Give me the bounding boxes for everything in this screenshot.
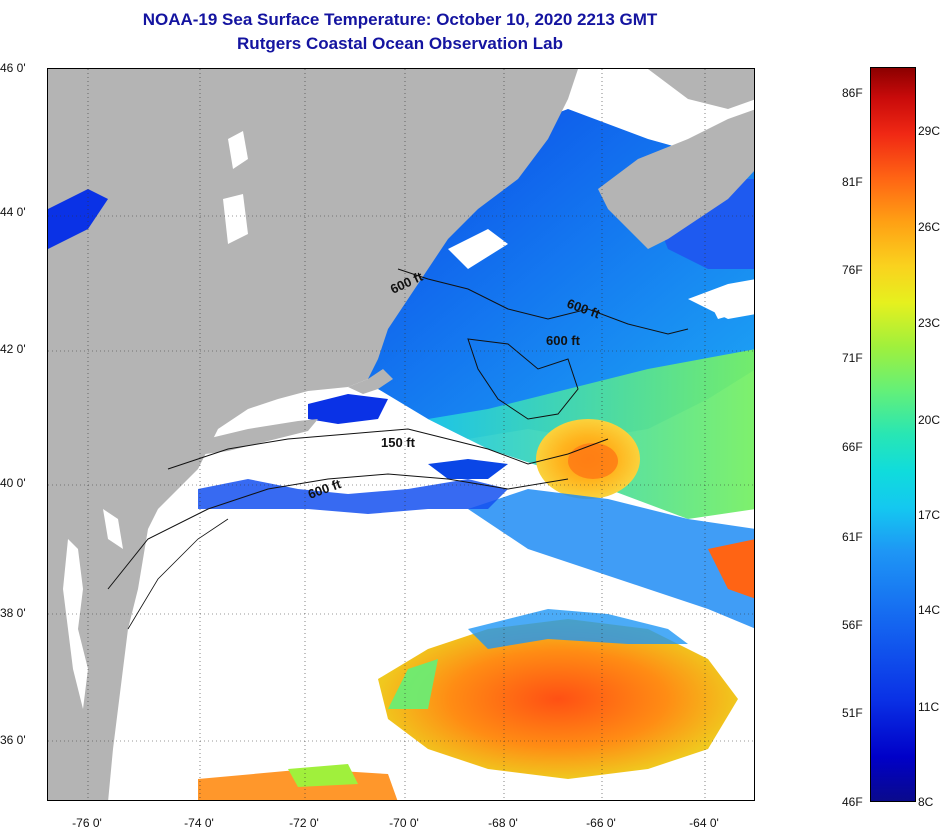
colorbar-label-14c: 14C	[918, 603, 941, 617]
scotian-cloud-patch	[708, 289, 753, 319]
lon-label-68: -68 0'	[488, 816, 518, 830]
sst-map-canvas: 600 ft 600 ft 600 ft 150 ft 600 ft	[48, 69, 754, 800]
gulf-cloud-patch	[448, 229, 508, 269]
inland-cloud	[223, 194, 248, 244]
colorbar-label-20c: 20C	[918, 413, 941, 427]
lon-label-74: -74 0'	[184, 816, 214, 830]
land-mainland	[48, 69, 578, 800]
lon-label-70: -70 0'	[389, 816, 419, 830]
lat-label-42: 42 0'	[0, 342, 26, 356]
colorbar-label-26c: 26C	[918, 220, 941, 234]
sst-map: 600 ft 600 ft 600 ft 150 ft 600 ft	[47, 68, 755, 801]
contour-600-shelf	[107, 473, 569, 590]
colorbar-label-71f: 71F	[842, 351, 863, 365]
land-cape-breton	[648, 69, 754, 109]
colorbar-label-51f: 51F	[842, 706, 863, 720]
lon-label-66: -66 0'	[586, 816, 616, 830]
colorbar-label-29c: 29C	[918, 124, 941, 138]
contour-600-basin	[467, 338, 579, 420]
contour-label-150: 150 ft	[381, 435, 416, 450]
lat-label-44: 44 0'	[0, 205, 26, 219]
colorbar-label-86f: 86F	[842, 86, 863, 100]
lat-label-38: 38 0'	[0, 606, 26, 620]
colorbar-label-23c: 23C	[918, 316, 941, 330]
land-nova-scotia	[598, 109, 754, 249]
nantucket-shoal-water	[308, 394, 388, 424]
colorbar-label-66f: 66F	[842, 440, 863, 454]
lon-label-64: -64 0'	[689, 816, 719, 830]
contour-600-gulf	[397, 268, 689, 335]
lake-champlain	[228, 131, 248, 169]
contour-150	[167, 428, 609, 470]
colorbar-label-8c: 8C	[918, 795, 934, 809]
colorbar-label-56f: 56F	[842, 618, 863, 632]
lat-label-40: 40 0'	[0, 476, 26, 490]
colorbar-label-17c: 17C	[918, 508, 941, 522]
land-long-island	[198, 419, 318, 455]
lake-ontario-water	[48, 189, 108, 249]
lat-label-46: 46 0'	[0, 61, 26, 75]
colorbar-label-81f: 81F	[842, 175, 863, 189]
colorbar-label-11c: 11C	[918, 700, 940, 714]
colorbar-label-76f: 76F	[842, 263, 863, 277]
lat-label-36: 36 0'	[0, 733, 26, 747]
gulf-stream-green-edge	[388, 659, 438, 709]
long-island-band	[428, 459, 508, 479]
colorbar-label-46f: 46F	[842, 795, 863, 809]
slope-water	[468, 489, 754, 629]
colorbar-label-61f: 61F	[842, 530, 863, 544]
lon-label-72: -72 0'	[289, 816, 319, 830]
gulf-stream-cool-streak	[468, 609, 688, 649]
land-cape-cod	[348, 369, 393, 394]
contour-shelf-inner	[127, 518, 229, 630]
chesapeake-bay	[63, 539, 88, 709]
temperature-colorbar	[870, 67, 916, 802]
warm-core-eddy-center	[568, 443, 618, 479]
lon-label-76: -76 0'	[72, 816, 102, 830]
title-line-1: NOAA-19 Sea Surface Temperature: October…	[142, 10, 658, 29]
gulf-stream-water	[378, 619, 738, 779]
slope-warm-patch	[708, 539, 754, 599]
delaware-bay	[103, 509, 123, 549]
contour-label-600-center: 600 ft	[546, 333, 581, 348]
southern-green-strip	[288, 764, 358, 787]
title-line-2: Rutgers Coastal Ocean Observation Lab	[237, 34, 563, 53]
